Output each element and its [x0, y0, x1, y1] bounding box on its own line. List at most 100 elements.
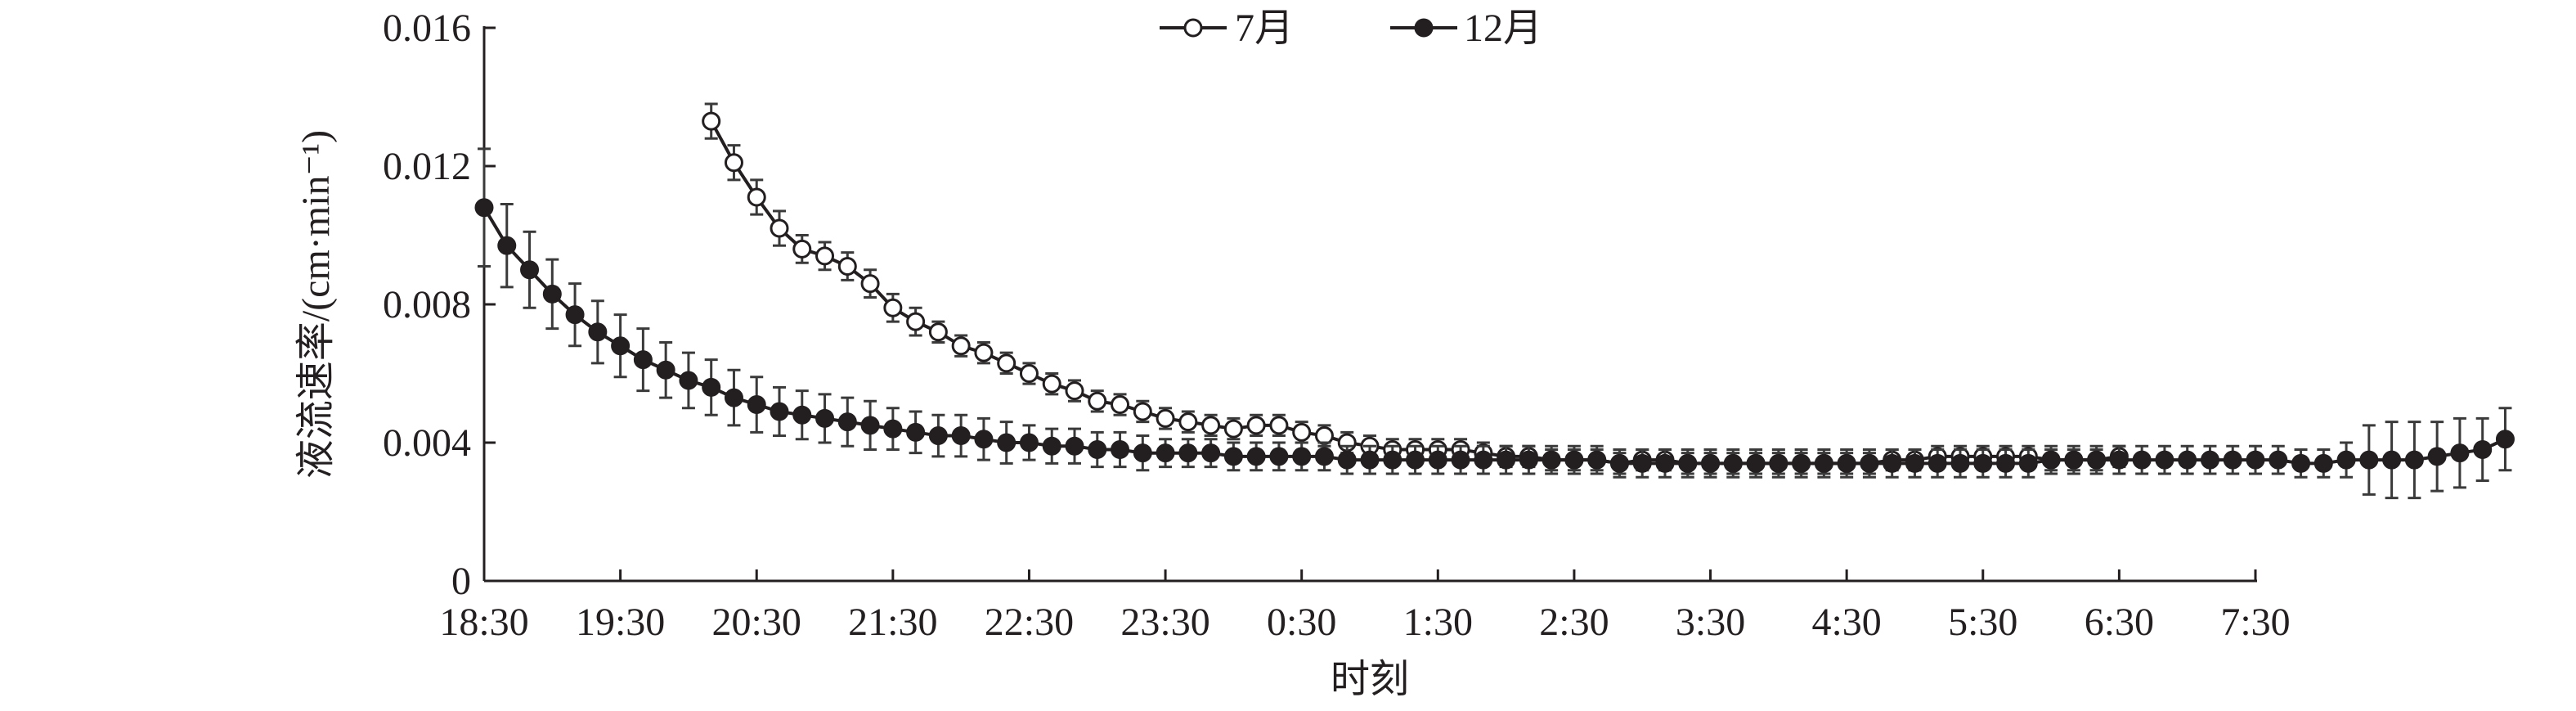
data-point-open-circle	[1178, 412, 1198, 432]
data-point-filled-circle	[1996, 453, 2016, 473]
data-point-filled-circle	[1428, 450, 1447, 470]
data-point-filled-circle	[611, 336, 631, 356]
data-point-filled-circle	[2087, 450, 2107, 470]
y-tick-label: 0	[451, 560, 471, 603]
data-point-filled-circle	[1950, 453, 1970, 473]
x-tick-label: 1:30	[1403, 601, 1473, 644]
data-point-filled-circle	[542, 284, 562, 304]
data-point-filled-circle	[883, 419, 903, 439]
axes	[482, 26, 2257, 583]
data-point-filled-circle	[2041, 450, 2061, 470]
data-point-filled-circle	[1746, 453, 1766, 473]
data-point-open-circle	[1133, 402, 1152, 421]
data-point-open-circle	[770, 218, 789, 238]
data-point-open-circle	[1111, 395, 1130, 415]
data-point-open-circle	[860, 274, 880, 294]
data-point-filled-circle	[2291, 453, 2311, 473]
data-point-open-circle	[997, 353, 1016, 373]
data-point-open-circle	[1223, 419, 1243, 439]
series-12-month	[474, 147, 2515, 500]
data-point-open-circle	[1246, 416, 1266, 435]
data-point-filled-circle	[1383, 450, 1402, 470]
data-point-open-circle	[702, 111, 721, 131]
data-point-filled-circle	[2473, 439, 2493, 459]
data-point-filled-circle	[1156, 443, 1175, 463]
data-point-filled-circle	[2200, 450, 2219, 470]
data-point-open-circle	[883, 298, 903, 317]
data-point-open-circle	[747, 187, 766, 207]
series-layer	[474, 102, 2515, 500]
data-point-filled-circle	[1678, 453, 1698, 473]
data-point-filled-circle	[2495, 430, 2515, 449]
data-point-open-circle	[1269, 416, 1289, 435]
data-point-open-circle	[792, 239, 812, 259]
data-point-filled-circle	[2064, 450, 2084, 470]
data-point-filled-circle	[928, 426, 948, 446]
x-tick-label: 4:30	[1811, 601, 1881, 644]
data-point-filled-circle	[1837, 453, 1856, 473]
data-point-filled-circle	[1905, 453, 1924, 473]
data-point-open-circle	[906, 312, 926, 331]
data-point-open-circle	[1042, 374, 1061, 394]
data-point-open-circle	[1201, 416, 1221, 435]
data-point-filled-circle	[997, 433, 1016, 452]
data-point-open-circle	[951, 336, 971, 356]
data-point-open-circle	[724, 153, 743, 173]
data-point-filled-circle	[1792, 453, 1811, 473]
data-point-filled-circle	[837, 412, 857, 432]
legend-filled-circle-marker	[1414, 18, 1434, 38]
data-point-filled-circle	[1246, 447, 1266, 466]
y-axis-label: 液流速率/(cm·min⁻¹)	[294, 130, 338, 479]
y-tick-label: 0.004	[383, 421, 471, 465]
data-point-filled-circle	[1269, 447, 1289, 466]
data-point-filled-circle	[702, 377, 721, 397]
data-point-filled-circle	[792, 405, 812, 425]
x-tick-label: 22:30	[985, 601, 1074, 644]
data-point-filled-circle	[2359, 450, 2379, 470]
data-point-filled-circle	[2178, 450, 2197, 470]
data-point-filled-circle	[1314, 447, 1334, 466]
data-point-filled-circle	[1088, 439, 1107, 459]
x-tick-label: 19:30	[576, 601, 665, 644]
data-point-filled-circle	[1883, 453, 1902, 473]
data-point-filled-circle	[1223, 447, 1243, 466]
x-tick-label: 20:30	[712, 601, 801, 644]
data-point-filled-circle	[2313, 453, 2333, 473]
legend-item-12-month: 12月	[1390, 7, 1542, 50]
data-point-filled-circle	[1542, 450, 1561, 470]
data-point-open-circle	[1019, 364, 1039, 383]
data-point-filled-circle	[1111, 439, 1130, 459]
x-tick-label: 0:30	[1267, 601, 1336, 644]
data-point-open-circle	[815, 246, 835, 266]
data-point-filled-circle	[1655, 453, 1675, 473]
data-point-filled-circle	[1337, 450, 1357, 470]
data-point-filled-circle	[815, 408, 835, 428]
data-point-filled-circle	[1133, 443, 1152, 463]
data-point-filled-circle	[1019, 433, 1039, 452]
data-point-filled-circle	[2155, 450, 2174, 470]
data-point-filled-circle	[860, 416, 880, 435]
x-tick-label: 7:30	[2220, 601, 2290, 644]
data-point-filled-circle	[1609, 453, 1629, 473]
x-tick-label: 6:30	[2085, 601, 2154, 644]
data-point-open-circle	[928, 322, 948, 342]
legend-item-7-month: 7月	[1160, 7, 1294, 50]
y-tick-label: 0.016	[383, 7, 471, 50]
data-point-filled-circle	[1292, 447, 1312, 466]
data-point-filled-circle	[2382, 450, 2402, 470]
data-point-filled-circle	[1723, 453, 1743, 473]
data-point-filled-circle	[2223, 450, 2242, 470]
data-point-filled-circle	[1701, 453, 1721, 473]
data-point-filled-circle	[2109, 450, 2129, 470]
data-point-filled-circle	[951, 426, 971, 446]
data-point-filled-circle	[1178, 443, 1198, 463]
data-point-filled-circle	[1814, 453, 1833, 473]
data-point-filled-circle	[2018, 453, 2038, 473]
legend-open-circle-marker	[1183, 18, 1203, 38]
legend-label-12-month: 12月	[1464, 7, 1542, 50]
x-tick-label: 5:30	[1948, 601, 2017, 644]
data-point-filled-circle	[2427, 447, 2447, 466]
x-ticks: 18:30 19:30 20:30 21:30 22:30 23:30 0:30 1:30 2:…	[439, 569, 2291, 644]
data-point-filled-circle	[724, 388, 743, 407]
legend-label-7-month: 7月	[1235, 7, 1294, 50]
